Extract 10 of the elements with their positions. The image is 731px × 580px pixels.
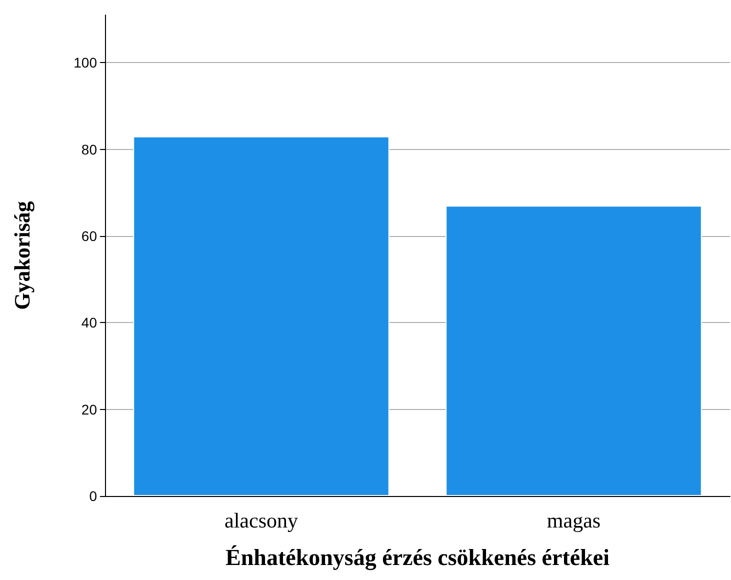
y-tick-label: 0 — [89, 488, 98, 504]
y-tick-label: 100 — [74, 54, 98, 71]
x-tick-label: alacsony — [224, 508, 298, 532]
y-tick-label: 40 — [81, 314, 98, 331]
y-axis-title: Gyakoriság — [10, 201, 34, 310]
x-axis-title: Énhatékonyság érzés csökkenés értékei — [226, 545, 610, 571]
y-tick-label: 20 — [81, 401, 98, 418]
y-tick-label: 80 — [81, 141, 98, 158]
y-tick-label: 60 — [81, 228, 98, 244]
x-tick-label: magas — [546, 508, 601, 532]
